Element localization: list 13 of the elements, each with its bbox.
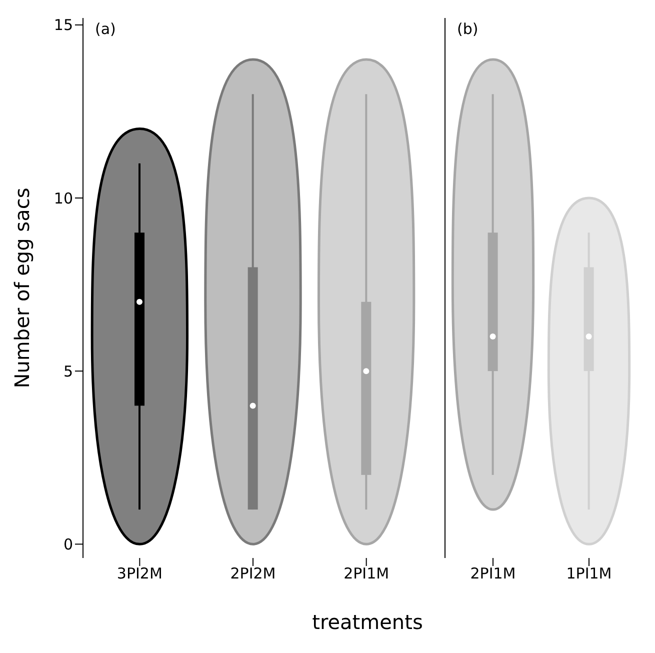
x-tick-label: 3PI2M [116, 564, 162, 583]
x-tick-label: 2PI1M [344, 564, 390, 583]
y-tick-label: 15 [54, 16, 73, 34]
x-tick-label: 2PI2M [230, 564, 276, 583]
annotation: (b) [457, 20, 478, 38]
x-axis-title: treatments [311, 610, 424, 634]
y-axis-title: Number of egg sacs [10, 188, 34, 388]
y-tick-label: 0 [63, 535, 73, 554]
x-tick-label: 2PI1M [470, 564, 516, 583]
x-tick-label: 1PI1M [566, 564, 612, 583]
annotation: (a) [95, 20, 116, 38]
y-tick-label: 5 [63, 362, 73, 380]
y-tick-label: 10 [54, 189, 73, 208]
